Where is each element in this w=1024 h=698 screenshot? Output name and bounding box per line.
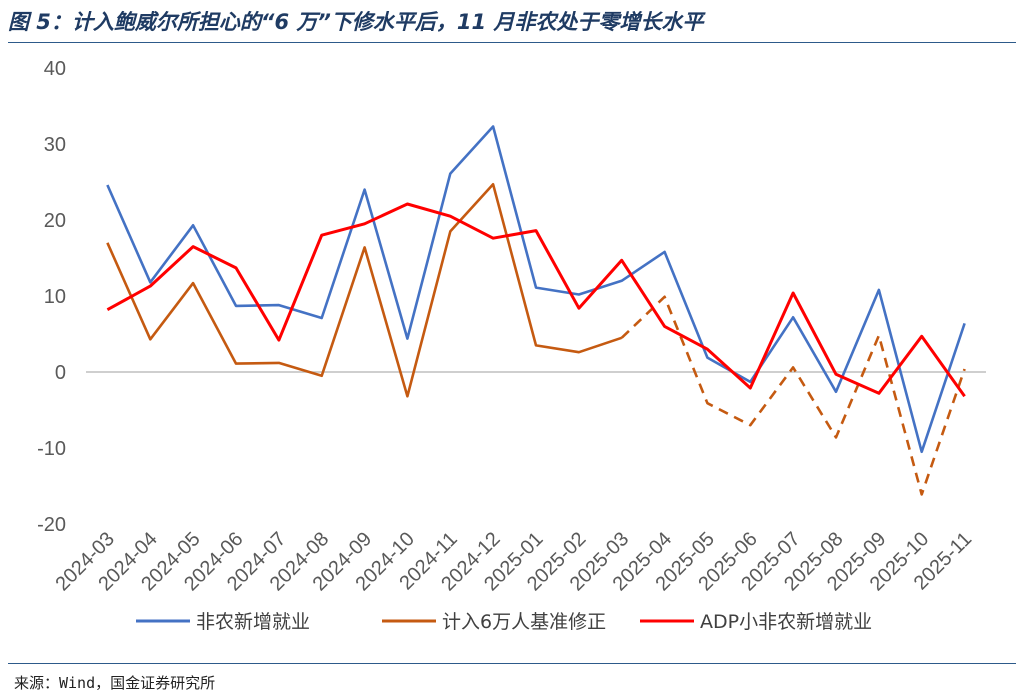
data-point	[963, 367, 967, 371]
y-tick-label: -20	[37, 514, 66, 536]
series-line-nonfarm	[106, 125, 966, 454]
data-point	[534, 343, 538, 347]
legend: 非农新增就业 计入6万人基准修正 ADP小非农新增就业	[136, 611, 872, 633]
data-point	[105, 183, 109, 187]
y-axis: 40 30 20 10 0 -10 -20	[37, 58, 66, 536]
legend-label: 非农新增就业	[196, 611, 310, 633]
data-point	[834, 372, 838, 376]
data-point	[791, 291, 795, 295]
data-point	[705, 347, 709, 351]
data-point	[105, 241, 109, 245]
x-axis: 2024-032024-042024-052024-062024-072024-…	[52, 528, 977, 595]
data-point	[791, 365, 795, 369]
data-point	[148, 284, 152, 288]
title-rule	[8, 42, 1016, 43]
data-point	[320, 233, 324, 237]
data-point	[877, 334, 881, 338]
data-point	[920, 492, 924, 496]
series-line-adp	[106, 202, 966, 398]
data-point	[277, 303, 281, 307]
legend-label: ADP小非农新增就业	[700, 611, 872, 633]
data-point	[320, 374, 324, 378]
data-point	[963, 321, 967, 325]
data-point	[448, 229, 452, 233]
legend-label: 计入6万人基准修正	[442, 611, 606, 633]
data-point	[277, 361, 281, 365]
data-point	[663, 250, 667, 254]
data-point	[620, 336, 624, 340]
data-point	[663, 324, 667, 328]
data-point	[534, 229, 538, 233]
data-point	[705, 401, 709, 405]
data-point	[405, 394, 409, 398]
data-point	[663, 295, 667, 299]
data-point	[791, 315, 795, 319]
data-point	[920, 334, 924, 338]
series-line-adjusted-solid	[106, 183, 623, 398]
data-point	[577, 350, 581, 354]
y-tick-label: -10	[37, 438, 66, 460]
source-note: 来源：Wind，国金证券研究所	[14, 674, 216, 692]
data-point	[363, 222, 367, 226]
data-point	[191, 223, 195, 227]
y-tick-label: 40	[44, 58, 66, 80]
figure-title: 图 5：计入鲍威尔所担心的“6 万”下修水平后，11 月非农处于零增长水平	[8, 10, 704, 34]
source-rule	[8, 663, 1016, 664]
data-point	[191, 245, 195, 249]
y-tick-label: 10	[44, 286, 66, 308]
data-point	[448, 214, 452, 218]
data-point	[277, 338, 281, 342]
data-point	[577, 292, 581, 296]
data-point	[534, 286, 538, 290]
data-point	[577, 306, 581, 310]
data-point	[234, 266, 238, 270]
data-point	[834, 435, 838, 439]
data-point	[320, 316, 324, 320]
data-point	[491, 125, 495, 129]
data-point	[748, 423, 752, 427]
data-point	[191, 281, 195, 285]
data-point	[491, 236, 495, 240]
data-point	[148, 337, 152, 341]
data-point	[234, 362, 238, 366]
data-point	[834, 390, 838, 394]
data-point	[491, 182, 495, 186]
data-point	[405, 202, 409, 206]
data-point	[105, 308, 109, 312]
data-point	[877, 288, 881, 292]
data-point	[234, 304, 238, 308]
data-point	[963, 394, 967, 398]
data-point	[448, 172, 452, 176]
data-point	[920, 450, 924, 454]
data-point	[405, 337, 409, 341]
data-point	[705, 356, 709, 360]
data-point	[748, 386, 752, 390]
data-point	[620, 258, 624, 262]
data-point	[620, 279, 624, 283]
series-line-adjusted-dashed	[620, 295, 966, 496]
data-point	[877, 391, 881, 395]
data-point	[363, 245, 367, 249]
data-point	[363, 188, 367, 192]
series-lines	[105, 125, 967, 496]
y-tick-label: 30	[44, 134, 66, 156]
y-tick-label: 20	[44, 210, 66, 232]
y-tick-label: 0	[55, 362, 66, 384]
